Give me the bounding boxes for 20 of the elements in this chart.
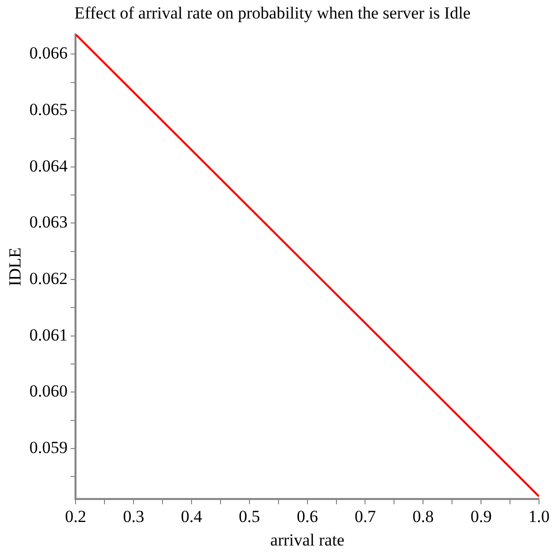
y-tick-label: 0.061 [29, 325, 68, 344]
y-tick-label: 0.060 [29, 382, 68, 401]
y-tick-label: 0.066 [29, 44, 68, 63]
y-tick-label: 0.064 [29, 156, 68, 176]
y-tick-label: 0.063 [29, 212, 68, 232]
y-tick-label: 0.059 [29, 438, 68, 457]
y-tick-label: 0.065 [29, 100, 68, 119]
y-tick-label: 0.062 [29, 268, 68, 288]
x-tick-label: 1.0 [528, 506, 550, 526]
x-axis-title: arrival rate [270, 530, 344, 550]
y-axis-title: IDLE [6, 247, 25, 286]
x-tick-label: 0.2 [65, 506, 86, 526]
x-tick-label: 0.9 [470, 506, 492, 526]
x-tick-label: 0.6 [296, 506, 318, 526]
x-tick-label: 0.7 [354, 506, 376, 526]
x-tick-label: 0.8 [412, 506, 434, 526]
chart-title: Effect of arrival rate on probability when the server is Idle [74, 4, 471, 23]
x-tick-label: 0.5 [238, 506, 260, 526]
x-tick-label: 0.4 [180, 506, 203, 526]
x-tick-label: 0.3 [122, 506, 144, 526]
